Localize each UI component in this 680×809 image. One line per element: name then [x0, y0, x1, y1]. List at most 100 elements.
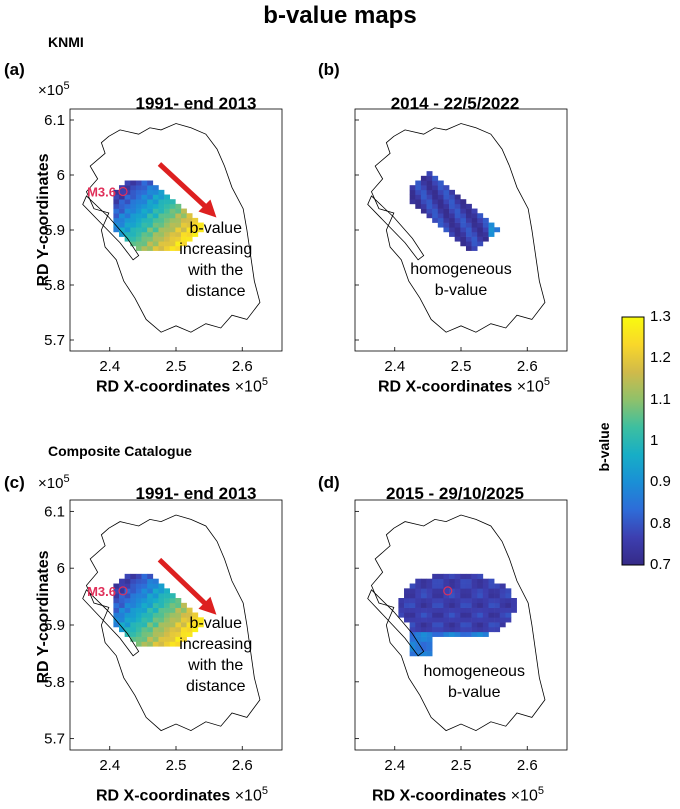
canal-outline [367, 195, 425, 261]
heat-cell [415, 636, 422, 642]
heat-cell [119, 626, 125, 633]
heat-cell [437, 617, 444, 623]
heat-cell [437, 578, 444, 584]
heat-cell [175, 222, 182, 228]
heat-cell [164, 626, 171, 633]
heat-cell [415, 631, 422, 637]
heat-cell [119, 189, 125, 195]
heat-cell [460, 241, 467, 247]
heat-cell [124, 593, 131, 599]
heat-cell [135, 245, 142, 251]
heat-cell [460, 203, 467, 209]
heat-cell [135, 612, 142, 618]
heat-cell [432, 189, 439, 195]
heat-cell [192, 622, 199, 628]
heat-cell [152, 617, 159, 623]
heat-cell [158, 194, 165, 200]
x-tick-label: 2.4 [99, 358, 120, 375]
heat-cell [460, 217, 467, 223]
heat-cell [152, 602, 159, 608]
heat-cell [420, 641, 427, 647]
heat-cell [124, 583, 131, 589]
heat-cell [197, 222, 204, 228]
heat-cell [460, 236, 467, 242]
heat-cell [130, 208, 137, 214]
heat-cell [147, 189, 154, 195]
heat-cell [437, 607, 444, 613]
heat-cell [169, 236, 176, 242]
heat-cell [482, 612, 489, 618]
event-marker [443, 586, 453, 596]
heat-cell [113, 227, 120, 233]
heat-cell [432, 578, 439, 584]
heat-cell [124, 217, 131, 223]
x-axis-label-d: RD X-coordinates ×105 [372, 785, 544, 805]
heat-cell [426, 607, 433, 613]
heat-cell [141, 213, 148, 219]
heat-cell [465, 208, 472, 214]
heat-cell [420, 175, 427, 181]
heat-cell [180, 227, 187, 233]
heat-cell [164, 231, 171, 237]
heat-cell [465, 236, 472, 242]
field-outline [85, 123, 261, 333]
x-tick-label: 2.6 [232, 757, 253, 774]
heat-cell [454, 217, 461, 223]
heat-cell [454, 626, 461, 633]
heat-cell [404, 593, 410, 599]
heat-cell [192, 227, 199, 233]
heat-cell [482, 578, 489, 584]
heat-cell [454, 199, 461, 205]
heat-cell [169, 641, 176, 647]
heat-cell [147, 203, 154, 209]
heat-cell [477, 583, 484, 589]
heat-cell [465, 578, 472, 584]
heat-cell [169, 598, 176, 604]
heat-cell [409, 189, 416, 195]
heat-cell [426, 622, 433, 628]
heat-cell [443, 213, 450, 219]
heat-cell [449, 199, 456, 205]
heat-cell [135, 578, 142, 584]
heat-cell [152, 227, 159, 233]
section-label-top: KNMI [48, 34, 84, 50]
heat-cell [477, 602, 484, 608]
heat-cell [471, 227, 478, 233]
heat-cell [426, 651, 433, 657]
heat-cell [454, 588, 461, 594]
heat-cell [449, 602, 456, 608]
heat-cell [135, 208, 142, 214]
heat-cell [454, 203, 461, 209]
heat-cell [130, 631, 137, 637]
heat-cell [449, 194, 456, 200]
heat-cell [415, 578, 422, 584]
heat-cell [437, 189, 444, 195]
heat-cell [141, 194, 148, 200]
heat-cell [124, 231, 131, 237]
heat-cell [460, 583, 467, 589]
heat-cell [119, 593, 125, 599]
heat-cell [152, 194, 159, 200]
heat-cell [477, 227, 484, 233]
heat-cell [420, 617, 427, 623]
heat-cell [465, 612, 472, 618]
heat-cell [124, 213, 131, 219]
heat-cell [158, 199, 165, 205]
heat-cell [420, 631, 427, 637]
heat-cell [186, 217, 193, 223]
heat-cell [147, 208, 154, 214]
heat-cell [124, 227, 131, 233]
heat-cell [404, 612, 410, 618]
heat-cell [471, 612, 478, 618]
heat-cell [175, 598, 182, 604]
annotation-line: with the [187, 657, 243, 674]
heat-cell [113, 203, 120, 209]
heat-cell [465, 213, 472, 219]
heat-cell [147, 631, 154, 637]
heat-cell [415, 203, 422, 209]
heat-cell [420, 203, 427, 209]
canal-outline [82, 589, 140, 657]
heat-cell [130, 598, 137, 604]
annotation-line: homogeneous [410, 261, 511, 278]
heat-cell [443, 227, 450, 233]
